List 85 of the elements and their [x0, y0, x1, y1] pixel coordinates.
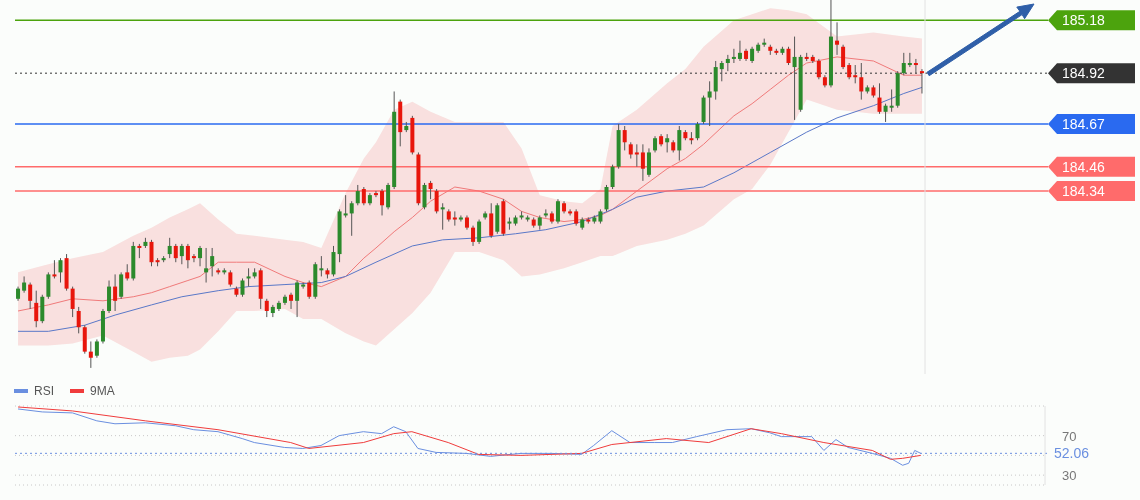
candlestick	[901, 52, 906, 76]
candlestick	[507, 216, 512, 231]
candlestick	[883, 103, 888, 123]
candlestick	[198, 245, 203, 267]
y-tick-label: 185.18	[1062, 12, 1106, 29]
legend-label: RSI	[33, 384, 55, 398]
candlestick	[94, 338, 99, 359]
candlestick	[859, 62, 864, 101]
candlestick	[792, 36, 797, 121]
candlestick	[853, 64, 858, 84]
candlestick	[428, 180, 433, 200]
y-tick-label: 30	[1062, 468, 1077, 484]
candlestick	[289, 292, 294, 310]
candlestick	[319, 255, 324, 277]
candlestick	[913, 58, 918, 74]
candlestick	[434, 188, 439, 214]
y-tick-label: 184.34	[1062, 183, 1106, 200]
line-series	[17, 86, 923, 332]
candlestick	[119, 271, 124, 300]
y-tick-label: 184.46	[1062, 158, 1106, 175]
candlestick	[191, 253, 196, 263]
candlestick	[440, 202, 445, 231]
candlestick	[816, 58, 821, 80]
candlestick	[471, 225, 476, 247]
candlestick	[307, 280, 312, 300]
candlestick	[568, 208, 573, 216]
candlestick	[52, 259, 57, 279]
candlestick	[167, 237, 172, 259]
candlestick	[113, 273, 118, 312]
candlestick	[719, 60, 724, 82]
candlestick	[695, 121, 700, 141]
legend-label: 9MA	[89, 384, 115, 398]
candlestick	[149, 239, 154, 267]
candlestick	[361, 186, 366, 206]
line-series	[17, 56, 923, 312]
candlestick	[422, 182, 427, 210]
candlestick	[58, 257, 63, 284]
candlestick	[343, 194, 348, 218]
candlestick	[380, 188, 385, 216]
candlestick	[622, 125, 627, 151]
candlestick	[889, 88, 894, 113]
candlestick	[185, 243, 190, 269]
candlestick	[786, 46, 791, 66]
y-tick-label: 70	[1062, 428, 1077, 444]
candlestick	[173, 243, 178, 263]
candlestick	[355, 184, 360, 206]
candlestick	[246, 267, 251, 288]
candlestick	[731, 48, 736, 64]
candlestick	[841, 44, 846, 70]
candlestick	[240, 277, 245, 298]
y-tick-label: 184.67	[1062, 115, 1106, 132]
candlestick	[640, 143, 645, 182]
candlestick	[88, 340, 93, 369]
candlestick	[737, 40, 742, 62]
y-tick-label: 184.92	[1062, 65, 1106, 82]
candlestick	[331, 245, 336, 277]
candlestick	[46, 271, 51, 300]
candlestick	[610, 164, 615, 190]
candlestick	[76, 306, 81, 334]
candlestick	[877, 82, 882, 115]
ref-line-label: 52.06	[1054, 445, 1090, 462]
candlestick	[707, 80, 712, 127]
candlestick	[555, 198, 560, 225]
candlestick	[386, 182, 391, 210]
candlestick	[477, 219, 482, 245]
candlestick	[28, 282, 33, 310]
candlestick	[34, 290, 39, 328]
candlestick	[634, 143, 639, 168]
candlestick	[677, 125, 682, 162]
candlestick	[489, 202, 494, 239]
candlestick	[70, 286, 75, 318]
candlestick	[646, 147, 651, 178]
candlestick	[204, 247, 209, 284]
candlestick	[264, 298, 269, 318]
candlestick	[835, 21, 840, 56]
candlestick	[179, 243, 184, 265]
candlestick	[295, 280, 300, 318]
candlestick	[210, 247, 215, 277]
candlestick	[22, 275, 27, 294]
candlestick	[373, 190, 378, 198]
candlestick	[458, 214, 463, 223]
candlestick	[919, 68, 924, 94]
candlestick	[665, 133, 670, 153]
candlestick	[604, 184, 609, 212]
candlestick	[349, 200, 354, 237]
